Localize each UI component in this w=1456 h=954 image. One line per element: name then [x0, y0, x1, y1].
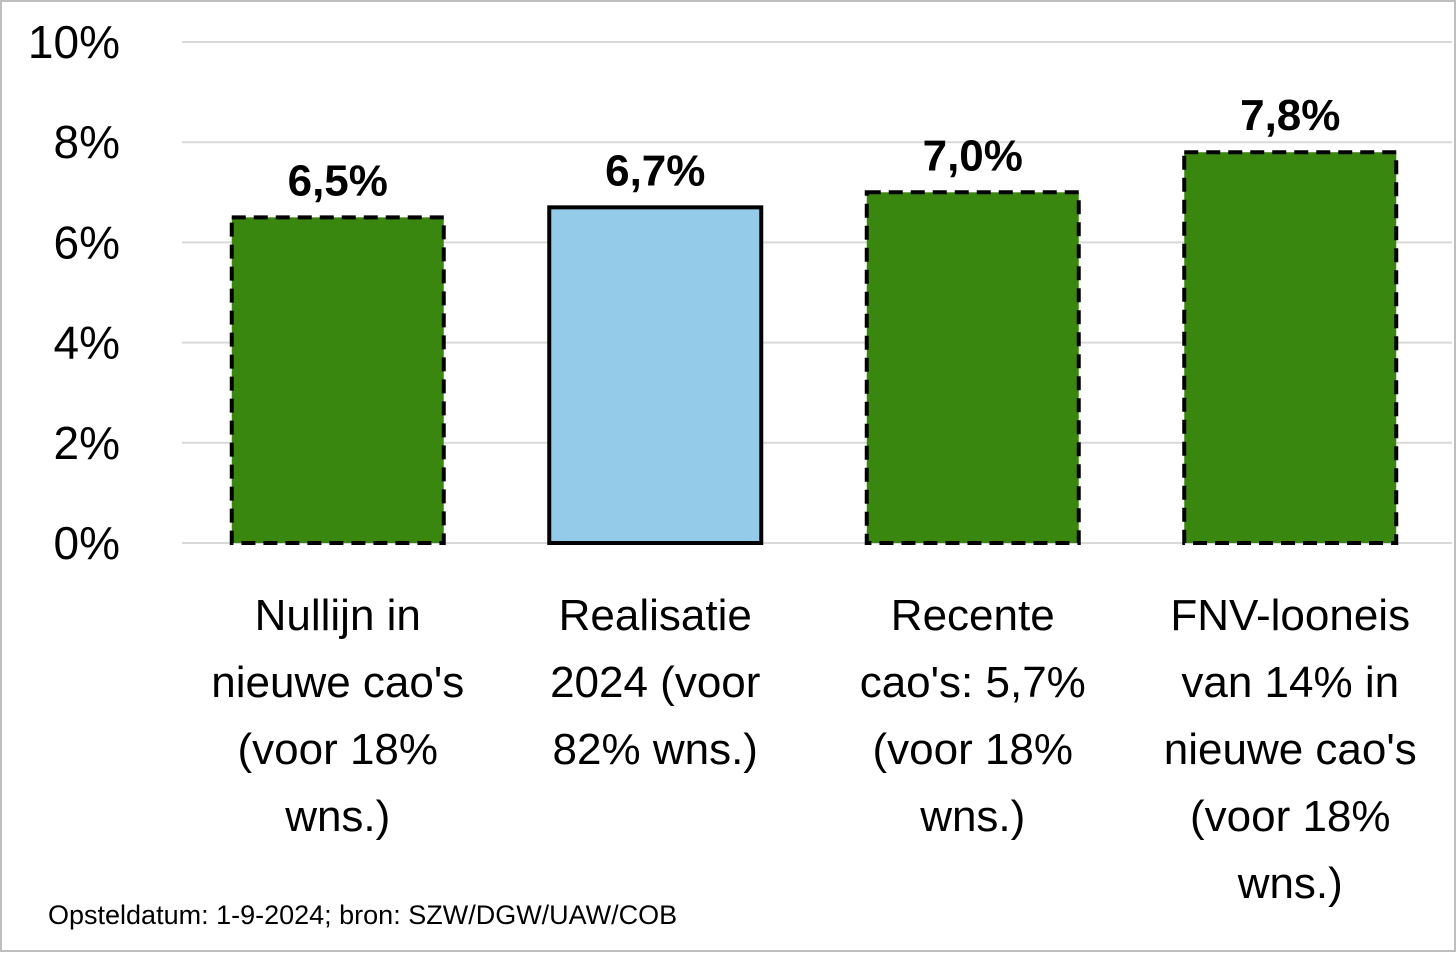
y-tick-label: 10% — [28, 16, 120, 68]
x-category-label: wns.) — [1237, 859, 1343, 908]
x-category-label: Recente — [891, 591, 1055, 640]
bar — [229, 215, 446, 545]
x-category-label: 82% wns.) — [553, 725, 758, 774]
bar — [864, 190, 1081, 546]
x-category-label: wns.) — [919, 792, 1025, 841]
x-category-label: Nullijn in — [255, 591, 421, 640]
x-category-label: Realisatie — [559, 591, 752, 640]
x-category-label: FNV-looneis — [1170, 591, 1410, 640]
y-tick-label: 2% — [54, 417, 120, 469]
y-tick-label: 0% — [54, 517, 120, 569]
x-category-label: van 14% in — [1181, 658, 1399, 707]
x-category-label: cao's: 5,7% — [860, 658, 1086, 707]
x-category-label: nieuwe cao's — [211, 658, 464, 707]
data-label: 7,0% — [923, 131, 1023, 180]
x-category-label: 2024 (voor — [550, 658, 760, 707]
data-label: 7,8% — [1240, 91, 1340, 140]
y-tick-label: 6% — [54, 216, 120, 268]
bar — [1182, 150, 1399, 545]
x-category-label: nieuwe cao's — [1164, 725, 1417, 774]
x-category-label: (voor 18% — [1190, 792, 1391, 841]
source-note: Opsteldatum: 1-9-2024; bron: SZW/DGW/UAW… — [48, 900, 678, 930]
x-category-label: (voor 18% — [237, 725, 438, 774]
bar — [547, 205, 764, 546]
y-tick-label: 4% — [54, 317, 120, 369]
data-label: 6,5% — [288, 156, 388, 205]
x-category-label: (voor 18% — [872, 725, 1073, 774]
y-tick-label: 8% — [54, 116, 120, 168]
x-category-label: wns.) — [284, 792, 390, 841]
data-label: 6,7% — [605, 146, 705, 195]
